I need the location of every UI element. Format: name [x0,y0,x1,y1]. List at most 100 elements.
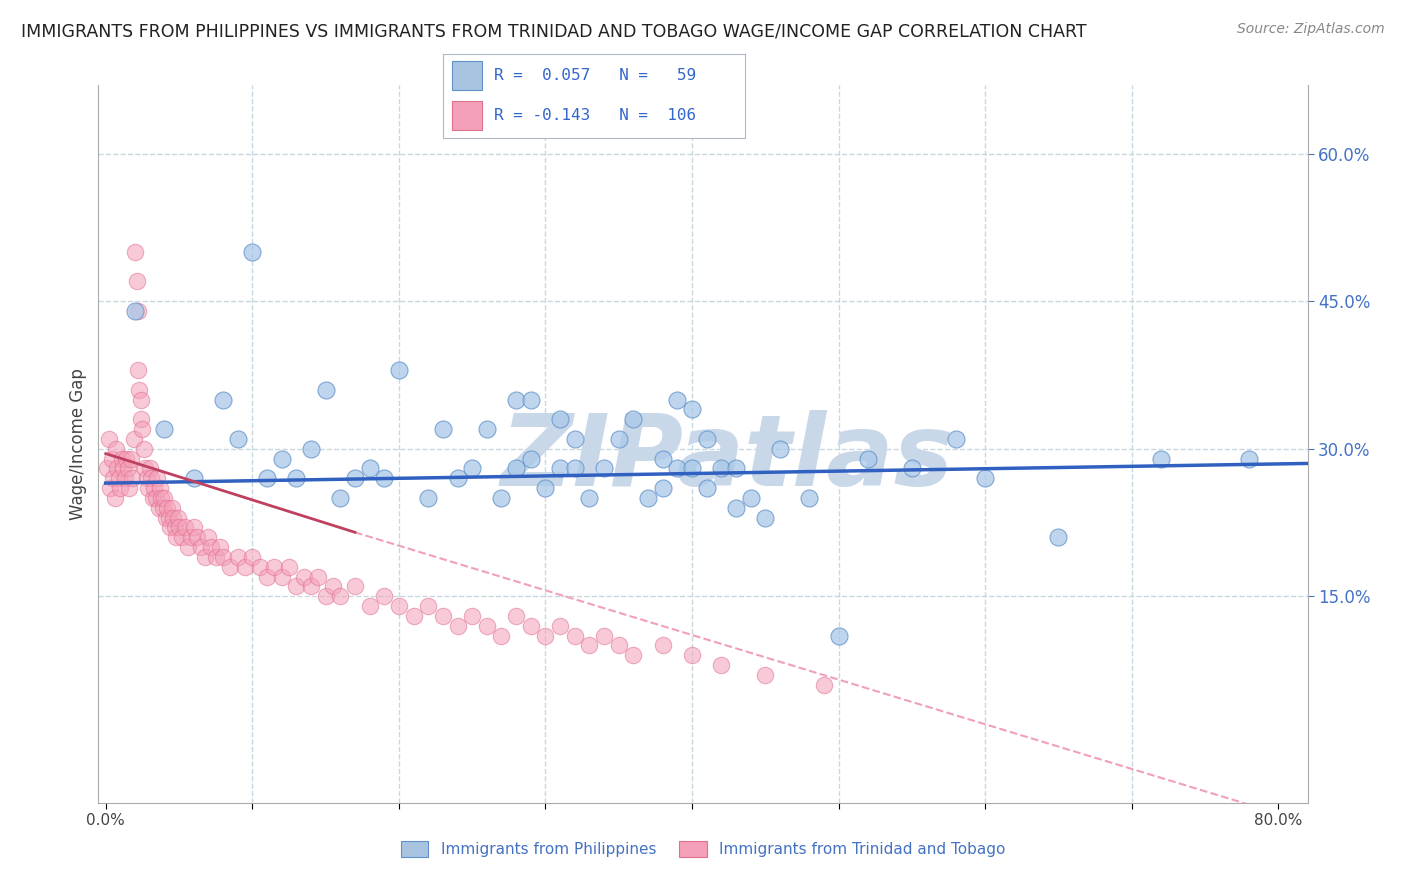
Point [534,629,557,643]
Point [856,451,879,466]
Point [681,402,703,417]
Point [373,589,395,603]
Point [226,432,249,446]
Point [134,461,156,475]
Point [156,500,179,515]
Point [432,422,454,436]
Point [461,608,484,623]
Point [740,491,762,505]
Point [329,589,352,603]
Point [799,491,821,505]
Point [564,461,586,475]
Point [256,569,278,583]
Point [125,275,148,289]
Point [607,639,630,653]
Point [190,540,212,554]
Point [491,629,513,643]
Point [138,461,160,475]
Text: Source: ZipAtlas.com: Source: ZipAtlas.com [1237,22,1385,37]
Point [754,510,776,524]
Point [121,471,143,485]
Point [256,471,278,485]
Point [1237,451,1260,466]
Point [475,619,498,633]
Point [578,491,600,505]
Point [115,451,138,466]
Point [100,451,122,466]
Point [174,520,197,534]
Point [945,432,967,446]
Point [127,363,149,377]
Point [212,392,235,407]
Point [637,491,659,505]
Point [165,530,187,544]
Text: R = -0.143   N =  106: R = -0.143 N = 106 [495,108,696,123]
Text: IMMIGRANTS FROM PHILIPPINES VS IMMIGRANTS FROM TRINIDAD AND TOBAGO WAGE/INCOME G: IMMIGRANTS FROM PHILIPPINES VS IMMIGRANT… [21,22,1087,40]
Point [108,471,131,485]
Point [754,668,776,682]
Point [149,481,172,495]
Point [724,461,747,475]
Point [322,579,344,593]
Point [299,442,322,456]
Point [329,491,352,505]
Point [343,579,366,593]
Legend: Immigrants from Philippines, Immigrants from Trinidad and Tobago: Immigrants from Philippines, Immigrants … [395,835,1011,863]
Text: R =  0.057   N =   59: R = 0.057 N = 59 [495,68,696,83]
Point [270,569,292,583]
Point [621,648,644,663]
Point [98,481,121,495]
Point [96,461,118,475]
Point [534,481,557,495]
Point [299,579,322,593]
Point [607,432,630,446]
Point [505,608,527,623]
Point [163,520,186,534]
Point [769,442,792,456]
Point [461,461,484,475]
Point [153,491,176,505]
Point [710,658,733,673]
Point [315,589,337,603]
Point [219,559,242,574]
Point [160,500,183,515]
Point [278,559,301,574]
Point [666,461,689,475]
Point [681,461,703,475]
Point [681,648,703,663]
Point [520,619,543,633]
Point [209,540,232,554]
Point [402,608,425,623]
Point [446,471,468,485]
Point [651,481,673,495]
Point [159,520,181,534]
Point [107,461,129,475]
Point [388,599,411,613]
Point [226,549,249,564]
Point [143,481,166,495]
Point [148,500,170,515]
Point [651,639,673,653]
Point [112,461,135,475]
Point [127,304,149,318]
Point [186,530,208,544]
Point [131,422,153,436]
Point [118,481,141,495]
Point [180,530,202,544]
Point [1150,451,1173,466]
Point [146,471,169,485]
Point [578,639,600,653]
Point [114,471,136,485]
Point [373,471,395,485]
Point [418,599,440,613]
Point [212,549,235,564]
Point [974,471,997,485]
Point [110,481,132,495]
Point [901,461,924,475]
Point [593,461,616,475]
Point [101,471,124,485]
Point [249,559,271,574]
Point [200,540,222,554]
Point [170,530,193,544]
Point [152,500,174,515]
